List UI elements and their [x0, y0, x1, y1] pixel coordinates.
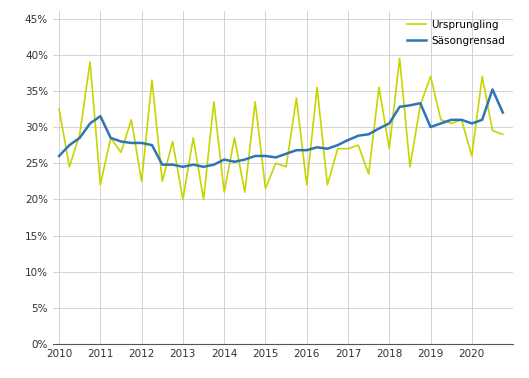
Säsongrensad	[118, 139, 124, 144]
Ursprungling	[159, 179, 166, 184]
Line: Säsongrensad: Säsongrensad	[59, 90, 503, 167]
Ursprungling	[283, 164, 289, 169]
Ursprungling	[66, 164, 72, 169]
Ursprungling	[139, 179, 145, 184]
Ursprungling	[242, 190, 248, 194]
Ursprungling	[221, 190, 227, 194]
Line: Ursprungling: Ursprungling	[59, 58, 503, 199]
Ursprungling	[77, 132, 83, 136]
Ursprungling	[376, 85, 382, 90]
Säsongrensad	[149, 143, 155, 147]
Ursprungling	[180, 197, 186, 201]
Säsongrensad	[231, 160, 238, 164]
Ursprungling	[211, 99, 217, 104]
Säsongrensad	[355, 133, 361, 138]
Säsongrensad	[200, 164, 207, 169]
Ursprungling	[334, 146, 341, 151]
Ursprungling	[190, 136, 196, 140]
Säsongrensad	[345, 138, 351, 143]
Säsongrensad	[169, 163, 176, 167]
Säsongrensad	[242, 157, 248, 162]
Ursprungling	[118, 150, 124, 155]
Ursprungling	[293, 96, 299, 101]
Säsongrensad	[407, 103, 413, 108]
Säsongrensad	[87, 121, 93, 126]
Ursprungling	[231, 136, 238, 140]
Ursprungling	[304, 183, 310, 187]
Säsongrensad	[77, 136, 83, 140]
Säsongrensad	[489, 87, 496, 92]
Ursprungling	[87, 60, 93, 64]
Ursprungling	[469, 154, 475, 158]
Legend: Ursprungling, Säsongrensad: Ursprungling, Säsongrensad	[404, 17, 508, 49]
Ursprungling	[427, 74, 434, 79]
Säsongrensad	[190, 163, 196, 167]
Säsongrensad	[324, 146, 331, 151]
Säsongrensad	[314, 145, 320, 150]
Ursprungling	[200, 197, 207, 201]
Säsongrensad	[221, 157, 227, 162]
Ursprungling	[489, 129, 496, 133]
Säsongrensad	[396, 105, 403, 109]
Säsongrensad	[180, 164, 186, 169]
Ursprungling	[252, 99, 258, 104]
Säsongrensad	[159, 163, 166, 167]
Ursprungling	[396, 56, 403, 60]
Säsongrensad	[469, 121, 475, 126]
Säsongrensad	[128, 141, 134, 145]
Säsongrensad	[272, 155, 279, 160]
Ursprungling	[407, 164, 413, 169]
Ursprungling	[437, 118, 444, 122]
Säsongrensad	[334, 143, 341, 147]
Säsongrensad	[366, 132, 372, 136]
Ursprungling	[355, 143, 361, 147]
Säsongrensad	[427, 125, 434, 129]
Ursprungling	[345, 146, 351, 151]
Ursprungling	[149, 78, 155, 82]
Ursprungling	[479, 74, 485, 79]
Säsongrensad	[252, 154, 258, 158]
Ursprungling	[272, 161, 279, 166]
Säsongrensad	[283, 152, 289, 156]
Säsongrensad	[107, 136, 114, 140]
Säsongrensad	[139, 141, 145, 145]
Ursprungling	[262, 186, 269, 191]
Ursprungling	[366, 172, 372, 176]
Ursprungling	[314, 85, 320, 90]
Säsongrensad	[66, 143, 72, 147]
Ursprungling	[458, 118, 464, 122]
Ursprungling	[499, 132, 506, 136]
Säsongrensad	[448, 118, 454, 122]
Säsongrensad	[304, 148, 310, 152]
Säsongrensad	[376, 126, 382, 131]
Säsongrensad	[386, 121, 393, 126]
Säsongrensad	[437, 121, 444, 126]
Ursprungling	[324, 183, 331, 187]
Säsongrensad	[458, 118, 464, 122]
Ursprungling	[169, 139, 176, 144]
Säsongrensad	[97, 114, 104, 118]
Ursprungling	[386, 146, 393, 151]
Ursprungling	[128, 118, 134, 122]
Ursprungling	[448, 121, 454, 126]
Säsongrensad	[499, 110, 506, 115]
Ursprungling	[107, 136, 114, 140]
Säsongrensad	[262, 154, 269, 158]
Säsongrensad	[417, 101, 423, 105]
Säsongrensad	[211, 163, 217, 167]
Ursprungling	[97, 183, 104, 187]
Ursprungling	[417, 103, 423, 108]
Säsongrensad	[56, 154, 62, 158]
Säsongrensad	[293, 148, 299, 152]
Säsongrensad	[479, 118, 485, 122]
Ursprungling	[56, 107, 62, 111]
